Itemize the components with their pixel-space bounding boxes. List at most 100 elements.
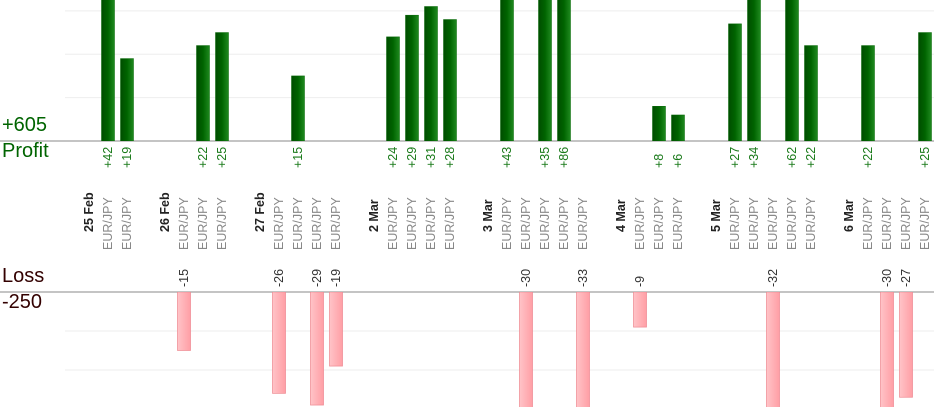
loss-bar bbox=[633, 292, 647, 328]
pair-label: EUR/JPY bbox=[671, 197, 685, 250]
pair-label: EUR/JPY bbox=[538, 197, 552, 250]
value-label: -29 bbox=[310, 269, 324, 287]
value-label: +35 bbox=[538, 147, 552, 168]
loss-label: Loss bbox=[2, 265, 44, 287]
date-label: 27 Feb bbox=[253, 192, 267, 232]
loss-bar bbox=[519, 292, 533, 407]
profit-bar bbox=[785, 0, 799, 141]
profit-bar bbox=[215, 32, 229, 141]
pair-label: EUR/JPY bbox=[652, 197, 666, 250]
value-label: +6 bbox=[671, 154, 685, 168]
profit-bar bbox=[196, 45, 210, 141]
value-label: +25 bbox=[918, 147, 932, 168]
value-label: +42 bbox=[101, 147, 115, 168]
loss-bar bbox=[576, 292, 590, 407]
pair-label: EUR/JPY bbox=[500, 197, 514, 250]
loss-bar bbox=[899, 292, 913, 398]
profit-bar bbox=[538, 0, 552, 141]
profit-bar bbox=[861, 45, 875, 141]
value-label: +22 bbox=[804, 147, 818, 168]
profit-bar bbox=[424, 6, 438, 141]
loss-total: -250 bbox=[2, 291, 42, 313]
value-label: -32 bbox=[766, 269, 780, 287]
profit-bar bbox=[101, 0, 115, 141]
value-label: -30 bbox=[519, 269, 533, 287]
value-label: +22 bbox=[861, 147, 875, 168]
pair-label: EUR/JPY bbox=[443, 197, 457, 250]
value-label: +22 bbox=[196, 147, 210, 168]
profit-bar bbox=[728, 23, 742, 141]
profit-label: Profit bbox=[2, 140, 49, 162]
value-label: -26 bbox=[272, 269, 286, 287]
profit-bar bbox=[918, 32, 932, 141]
profit-bar bbox=[652, 106, 666, 141]
pair-label: EUR/JPY bbox=[804, 197, 818, 250]
profit-bar bbox=[405, 14, 419, 141]
profit-bar bbox=[120, 58, 134, 141]
value-label: +86 bbox=[557, 147, 571, 168]
profit-total: +605 bbox=[2, 114, 47, 136]
pair-label: EUR/JPY bbox=[291, 197, 305, 250]
value-label: +8 bbox=[652, 154, 666, 168]
profit-bar bbox=[443, 19, 457, 141]
profit-bar bbox=[500, 0, 514, 141]
value-label: +24 bbox=[386, 147, 400, 168]
profit-bar bbox=[557, 0, 571, 141]
loss-bar bbox=[310, 292, 324, 406]
pair-label: EUR/JPY bbox=[101, 197, 115, 250]
value-label: +28 bbox=[443, 147, 457, 168]
date-label: 2 Mar bbox=[367, 199, 381, 232]
value-label: +43 bbox=[500, 147, 514, 168]
value-label: +25 bbox=[215, 147, 229, 168]
date-label: 4 Mar bbox=[614, 199, 628, 232]
pair-label: EUR/JPY bbox=[880, 197, 894, 250]
pair-label: EUR/JPY bbox=[272, 197, 286, 250]
value-label: +62 bbox=[785, 147, 799, 168]
profit-bar bbox=[747, 0, 761, 141]
profit-bar bbox=[671, 114, 685, 141]
value-label: -33 bbox=[576, 269, 590, 287]
pair-label: EUR/JPY bbox=[728, 197, 742, 250]
pair-label: EUR/JPY bbox=[747, 197, 761, 250]
pair-label: EUR/JPY bbox=[557, 197, 571, 250]
value-label: +15 bbox=[291, 147, 305, 168]
pair-label: EUR/JPY bbox=[310, 197, 324, 250]
loss-bar bbox=[880, 292, 894, 407]
loss-bar bbox=[329, 292, 343, 367]
value-label: +34 bbox=[747, 147, 761, 168]
profit-bar bbox=[804, 45, 818, 141]
pair-label: EUR/JPY bbox=[424, 197, 438, 250]
date-label: 6 Mar bbox=[842, 199, 856, 232]
date-label: 26 Feb bbox=[158, 192, 172, 232]
date-label: 25 Feb bbox=[82, 192, 96, 232]
profit-bar bbox=[386, 36, 400, 141]
value-label: +29 bbox=[405, 147, 419, 168]
pair-label: EUR/JPY bbox=[785, 197, 799, 250]
pair-label: EUR/JPY bbox=[215, 197, 229, 250]
value-label: +31 bbox=[424, 147, 438, 168]
value-label: -19 bbox=[329, 269, 343, 287]
pair-label: EUR/JPY bbox=[120, 197, 134, 250]
value-label: -27 bbox=[899, 269, 913, 287]
pair-label: EUR/JPY bbox=[519, 197, 533, 250]
value-label: +27 bbox=[728, 147, 742, 168]
date-label: 3 Mar bbox=[481, 199, 495, 232]
pair-label: EUR/JPY bbox=[405, 197, 419, 250]
loss-bar bbox=[766, 292, 780, 407]
value-label: -15 bbox=[177, 269, 191, 287]
pair-label: EUR/JPY bbox=[386, 197, 400, 250]
pair-label: EUR/JPY bbox=[576, 197, 590, 250]
value-label: +19 bbox=[120, 147, 134, 168]
pair-label: EUR/JPY bbox=[196, 197, 210, 250]
pair-label: EUR/JPY bbox=[633, 197, 647, 250]
value-label: -30 bbox=[880, 269, 894, 287]
pair-label: EUR/JPY bbox=[177, 197, 191, 250]
pair-label: EUR/JPY bbox=[899, 197, 913, 250]
pair-label: EUR/JPY bbox=[918, 197, 932, 250]
profit-bars bbox=[101, 0, 932, 141]
date-label: 5 Mar bbox=[709, 199, 723, 232]
value-label: -9 bbox=[633, 276, 647, 287]
pair-label: EUR/JPY bbox=[766, 197, 780, 250]
profit-bar bbox=[291, 75, 305, 141]
